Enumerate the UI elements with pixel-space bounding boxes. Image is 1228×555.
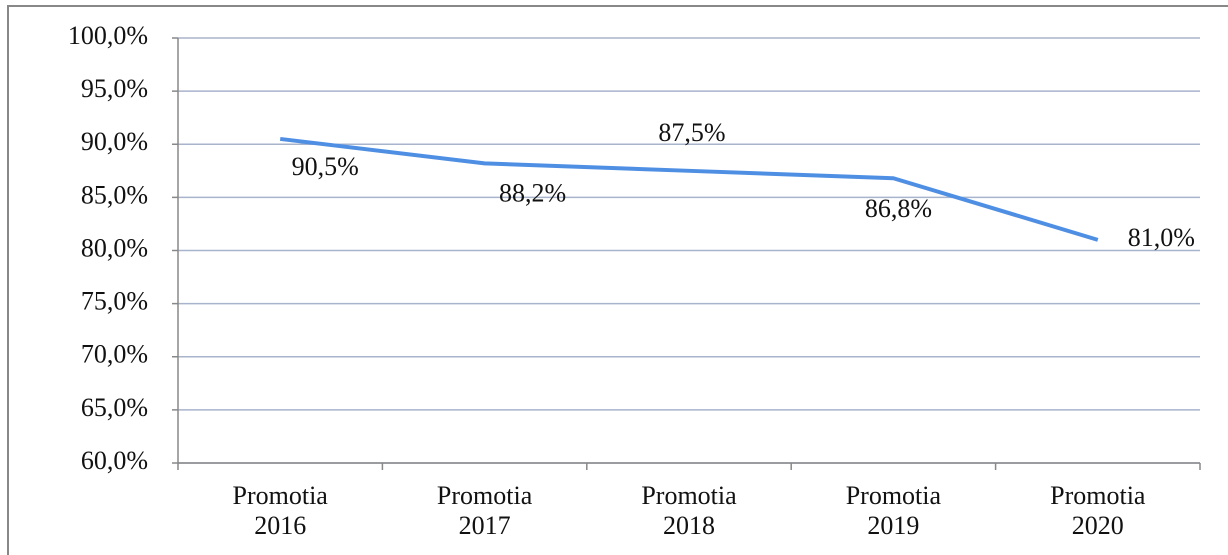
data-label: 90,5% [292,152,359,181]
y-tick-label: 75,0% [81,287,148,316]
x-tick-label: Promotia 2020 [1050,481,1146,540]
y-tick-label: 100,0% [68,21,148,50]
x-tick-label: Promotia 2018 [641,481,737,540]
data-label: 87,5% [658,118,725,147]
y-tick-label: 65,0% [81,393,148,422]
y-tick-label: 90,0% [81,127,148,156]
y-tick-label: 85,0% [81,180,148,209]
data-label: 88,2% [499,178,566,207]
y-tick-label: 70,0% [81,340,148,369]
x-tick-label: Promotia 2016 [232,481,328,540]
x-tick-label: Promotia 2017 [436,481,533,540]
data-label: 86,8% [865,194,932,223]
data-label: 81,0% [1128,223,1195,252]
line-series [279,136,1099,242]
y-tick-label: 60,0% [81,446,148,475]
y-tick-label: 80,0% [81,233,148,262]
y-tick-label: 95,0% [81,74,148,103]
chart-frame [7,5,1228,555]
x-tick-label: Promotia 2019 [845,481,942,540]
